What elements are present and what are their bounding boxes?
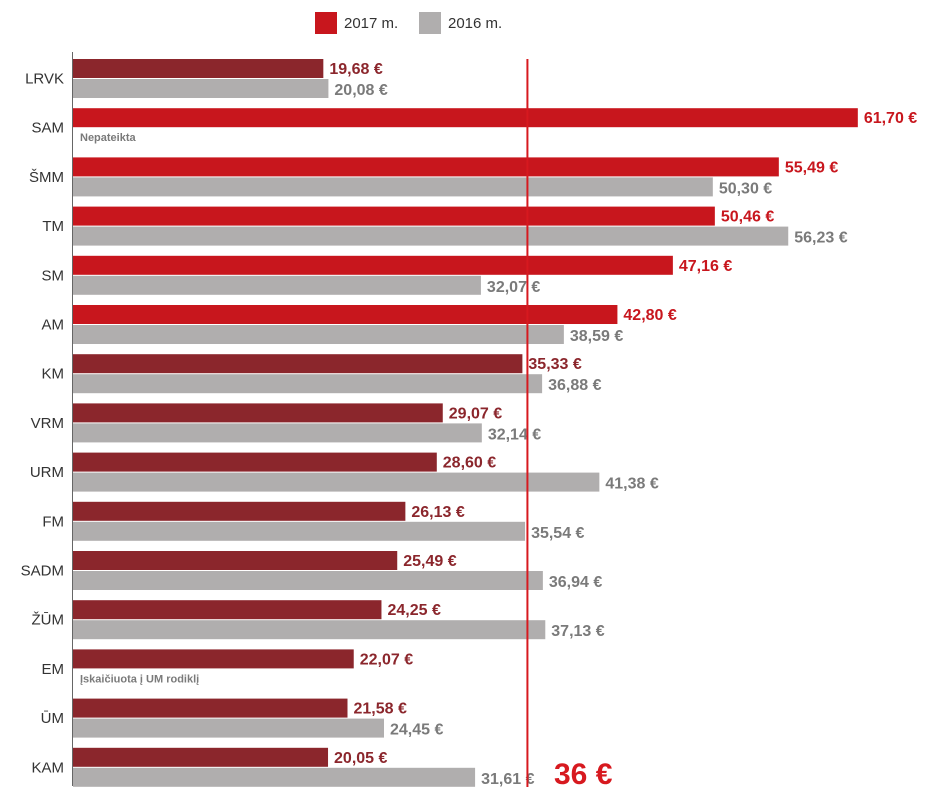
bar-2016: [73, 620, 546, 640]
legend-item-2016: 2016 m.: [419, 10, 502, 36]
category-label: ŠMM: [29, 169, 64, 186]
bar-2017: [73, 551, 398, 570]
bar-2017: [73, 255, 673, 275]
data-label-2017: 25,49 €: [403, 553, 456, 570]
bar-2016: [73, 571, 543, 590]
bar-2017: [73, 600, 382, 620]
category-label: AM: [42, 317, 65, 334]
bar-note: Įskaičiuota į UM rodiklį: [80, 673, 199, 685]
bar-2016: [73, 275, 481, 295]
bar-2017: [73, 354, 523, 374]
bar-2016: [73, 521, 526, 541]
bar-2017: [73, 452, 437, 472]
data-label-2017: 50,46 €: [721, 209, 774, 226]
data-label-2017: 19,68 €: [329, 61, 382, 78]
data-label-2016: 41,38 €: [605, 476, 658, 493]
data-label-2016: 24,45 €: [390, 722, 443, 739]
legend-label-2016: 2016 m.: [448, 14, 503, 32]
bar-2016: [73, 177, 713, 197]
category-label: SAM: [31, 120, 64, 137]
bar-2017: [73, 108, 858, 128]
chart-legend: 2017 m. 2016 m.: [0, 10, 939, 36]
category-label: KAM: [31, 759, 64, 776]
data-label-2016: 20,08 €: [334, 82, 387, 99]
legend-label-2017: 2017 m.: [344, 14, 399, 32]
bar-2016: [73, 423, 482, 443]
data-label-2017: 28,60 €: [443, 455, 496, 472]
data-label-2016: 50,30 €: [719, 180, 772, 197]
data-label-2016: 38,59 €: [570, 328, 623, 345]
category-label: FM: [42, 513, 64, 530]
legend-item-2017: 2017 m.: [315, 10, 398, 36]
data-label-2016: 32,07 €: [487, 279, 540, 296]
data-label-2016: 35,54 €: [531, 525, 584, 542]
bar-2017: [73, 403, 443, 423]
category-label: KM: [42, 366, 65, 383]
data-label-2016: 56,23 €: [794, 230, 847, 247]
bar-2017: [73, 59, 324, 78]
data-label-2016: 37,13 €: [551, 623, 604, 640]
bar-2017: [73, 206, 715, 226]
legend-swatch-2017: [315, 12, 337, 34]
bar-2016: [73, 718, 385, 738]
category-label: LRVK: [25, 71, 64, 88]
bar-2017: [73, 747, 329, 767]
data-label-2017: 47,16 €: [679, 258, 732, 275]
data-label-2017: 26,13 €: [411, 504, 464, 521]
data-label-2017: 24,25 €: [387, 602, 440, 619]
category-label: ŪM: [41, 710, 64, 727]
category-label: TM: [42, 218, 64, 235]
bar-2017: [73, 649, 354, 669]
reference-line-label: 36 €: [554, 758, 613, 787]
data-label-2017: 35,33 €: [528, 356, 581, 373]
category-label: ŽŪM: [32, 612, 65, 629]
bar-2017: [73, 157, 779, 177]
category-label: URM: [30, 464, 64, 481]
bar-2016: [73, 226, 789, 246]
legend-swatch-2016: [419, 12, 441, 34]
data-label-2016: 31,61 €: [481, 771, 534, 787]
category-label: EM: [42, 661, 65, 678]
bar-2016: [73, 325, 564, 344]
bar-2016: [73, 79, 329, 98]
data-label-2017: 61,70 €: [864, 110, 917, 127]
category-label: SADM: [21, 563, 64, 580]
bar-2016: [73, 472, 600, 492]
bar-2017: [73, 698, 348, 718]
bar-2017: [73, 305, 618, 324]
data-label-2016: 36,88 €: [548, 377, 601, 394]
bar-note: Nepateikta: [80, 132, 137, 144]
category-label: VRM: [31, 415, 64, 432]
bar-2016: [73, 374, 543, 394]
category-label: SM: [42, 267, 65, 284]
data-label-2017: 42,80 €: [623, 307, 676, 324]
data-label-2017: 29,07 €: [449, 405, 502, 422]
data-label-2017: 55,49 €: [785, 159, 838, 176]
data-label-2016: 32,14 €: [488, 426, 541, 443]
data-label-2016: 36,94 €: [549, 574, 602, 591]
bar-2016: [73, 767, 476, 787]
data-label-2017: 21,58 €: [353, 701, 406, 718]
data-label-2017: 22,07 €: [360, 651, 413, 668]
bar-2017: [73, 501, 406, 521]
data-label-2017: 20,05 €: [334, 750, 387, 767]
